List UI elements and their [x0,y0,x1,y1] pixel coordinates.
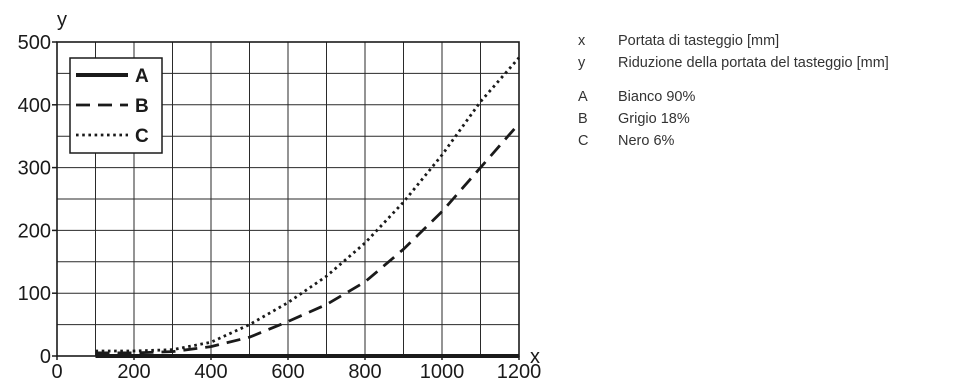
key-text: Riduzione della portata del tasteggio [m… [618,55,889,71]
key-symbol: B [578,111,588,127]
grid [57,42,519,356]
y-tick-label: 0 [40,346,51,368]
legend-label-c: C [135,126,149,147]
x-tick-label: 0 [51,361,62,382]
axes [52,41,520,360]
x-tick-label: 200 [117,361,150,382]
y-tick-label: 500 [18,32,51,54]
x-tick-label: 1200 [497,361,542,382]
legend: ABC [69,57,163,154]
x-tick-label: 600 [271,361,304,382]
y-tick-label: 200 [18,220,51,242]
key-item-c: C Nero 6% [578,130,963,152]
x-tick-label: 400 [194,361,227,382]
tick-labels: 0 100 200 300 400 500 0 200 400 600 800 1000 1200 [18,32,542,382]
key-item-a: A Bianco 90% [578,86,963,108]
x-tick-label: 1000 [420,361,465,382]
key-item-b: B Grigio 18% [578,108,963,130]
legend-label-b: B [135,96,149,117]
series-line-c [95,56,521,353]
key-legend: x Portata di tasteggio [mm] y Riduzione … [578,30,963,152]
key-text: Grigio 18% [618,111,690,127]
y-tick-label: 100 [18,283,51,305]
key-symbol: y [578,55,586,71]
key-text: Bianco 90% [618,89,696,105]
key-text: Nero 6% [618,133,675,149]
x-tick-label: 800 [348,361,381,382]
y-axis-label: y [57,9,67,31]
y-tick-label: 400 [18,95,51,117]
key-symbol: C [578,133,589,149]
y-tick-label: 300 [18,158,51,180]
key-item-x: x Portata di tasteggio [mm] [578,30,963,52]
series-line-b [95,122,521,355]
key-symbol: A [578,89,588,105]
key-symbol: x [578,33,586,49]
x-axis-label: x [530,346,540,368]
legend-label-a: A [135,66,149,87]
key-item-y: y Riduzione della portata del tasteggio … [578,52,963,74]
key-spacer [578,74,963,86]
key-text: Portata di tasteggio [mm] [618,33,780,49]
